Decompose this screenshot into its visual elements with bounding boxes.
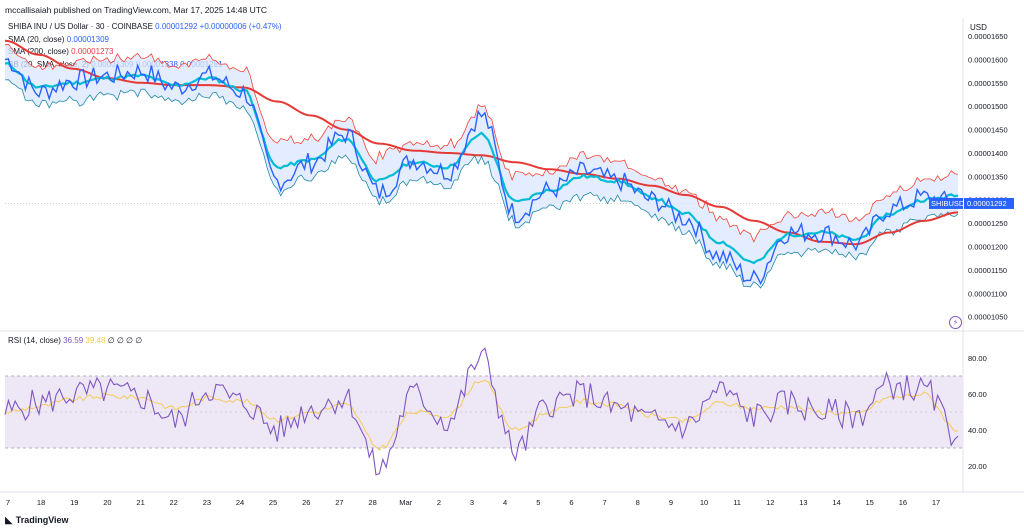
price-line (4, 58, 959, 286)
brand-label: TradingView (15, 515, 69, 525)
rsi-tick-label: 40.00 (968, 426, 987, 435)
bollinger-band-fill (5, 44, 958, 288)
rsi-legend-label: RSI (14, close) (8, 336, 61, 345)
time-tick-label: 9 (669, 498, 673, 507)
time-tick-label: 23 (203, 498, 211, 507)
time-tick-label: Mar (399, 498, 412, 507)
price-tick-label: 0.00001100 (968, 289, 1007, 298)
bollinger-lower-line (4, 79, 959, 289)
lightning-icon[interactable]: ⚡ (949, 316, 962, 329)
time-tick-label: 8 (636, 498, 640, 507)
time-tick-label: 12 (766, 498, 774, 507)
time-tick-label: 18 (37, 498, 45, 507)
legend-sma20-row[interactable]: SMA (20, close) 0.00001309 (8, 34, 282, 47)
time-tick-label: 2 (437, 498, 441, 507)
price-tick-label: 0.00001600 (968, 55, 1008, 64)
tradingview-logo[interactable]: ◣ TradingView (5, 515, 69, 526)
legend-change: +0.00000006 (+0.47%) (199, 22, 282, 31)
rsi-tick-label: 80.00 (968, 354, 987, 363)
time-tick-label: 3 (470, 498, 474, 507)
legend-sma20-value: 0.00001309 (66, 34, 109, 44)
price-tick-label: 0.00001150 (968, 266, 1007, 275)
time-tick-label: 17 (932, 498, 940, 507)
rsi-axis-ticks: 80.00 60.00 40.00 20.00 (968, 354, 987, 471)
rsi-ma-line (4, 380, 959, 451)
rsi-legend-value: 36.59 (63, 336, 84, 345)
price-tick-label: 0.00001650 (968, 32, 1008, 41)
ticker-tag: SHIBUSD (929, 197, 965, 209)
tv-logo-icon: ◣ (5, 515, 13, 526)
rsi-band (5, 376, 963, 448)
last-price-label: 0.00001292 (967, 199, 1007, 208)
rsi-legend-extras: ∅ ∅ ∅ ∅ (107, 336, 143, 345)
price-tick-label: 0.00001050 (968, 313, 1008, 322)
time-tick-label: 26 (302, 498, 310, 507)
legend-symbol: SHIBA INU / US Dollar · 30 · COINBASE (8, 22, 153, 31)
currency-label[interactable]: USD (970, 23, 987, 32)
price-tick-label: 0.00001200 (968, 242, 1008, 251)
time-tick-label: 10 (700, 498, 708, 507)
time-axis-ticks: 7 18 19 20 21 22 23 24 25 26 27 28 Mar 2 3 4 5 6 7 8 9 10 11 12… (6, 498, 940, 507)
time-tick-label: 14 (832, 498, 840, 507)
time-tick-label: 13 (799, 498, 807, 507)
time-tick-label: 7 (6, 498, 10, 507)
rsi-legend-ma-value: 39.48 (85, 336, 106, 345)
rsi-line (4, 347, 959, 476)
time-tick-label: 20 (103, 498, 111, 507)
time-tick-label: 4 (503, 498, 507, 507)
sma20-line (4, 62, 959, 265)
price-tick-label: 0.00001450 (968, 126, 1008, 135)
time-tick-label: 25 (269, 498, 277, 507)
rsi-tick-label: 60.00 (968, 390, 987, 399)
last-price-tag: 0.00001292 (964, 197, 1014, 209)
time-tick-label: 5 (536, 498, 540, 507)
time-tick-label: 11 (733, 498, 741, 507)
bollinger-upper-line (4, 43, 959, 243)
time-tick-label: 15 (866, 498, 874, 507)
time-tick-label: 24 (236, 498, 244, 507)
time-tick-label: 16 (899, 498, 907, 507)
legend-symbol-row[interactable]: SHIBA INU / US Dollar · 30 · COINBASE 0.… (8, 21, 282, 34)
legend-price: 0.00001292 (155, 22, 198, 31)
price-axis-ticks: 0.00001650 0.00001600 0.00001550 0.00001500… (968, 32, 1008, 322)
time-tick-label: 22 (170, 498, 178, 507)
time-tick-label: 28 (368, 498, 376, 507)
rsi-tick-label: 20.00 (968, 462, 987, 471)
legend-sma20-label: SMA (20, close) (8, 34, 65, 44)
publisher-line: mccallisaiah published on TradingView.co… (5, 5, 268, 15)
time-tick-label: 6 (569, 498, 573, 507)
legend-sma200-value: 0.00001273 (71, 47, 114, 56)
price-tick-label: 0.00001400 (968, 149, 1008, 158)
time-tick-label: 7 (603, 498, 607, 507)
price-tick-label: 0.00001550 (968, 79, 1008, 88)
legend-sma200-label: SMA (200, close) (8, 47, 69, 56)
time-tick-label: 27 (335, 498, 343, 507)
price-tick-label: 0.00001500 (968, 102, 1008, 111)
price-tick-label: 0.00001250 (968, 219, 1008, 228)
time-tick-label: 19 (70, 498, 78, 507)
legend-sma200-row[interactable]: SMA (200, close) 0.00001273 (8, 46, 282, 59)
ticker-tag-label: SHIBUSD (931, 199, 965, 208)
price-tick-label: 0.00001350 (968, 172, 1008, 181)
rsi-legend[interactable]: RSI (14, close) 36.59 39.48 ∅ ∅ ∅ ∅ (8, 336, 142, 345)
time-tick-label: 21 (136, 498, 144, 507)
